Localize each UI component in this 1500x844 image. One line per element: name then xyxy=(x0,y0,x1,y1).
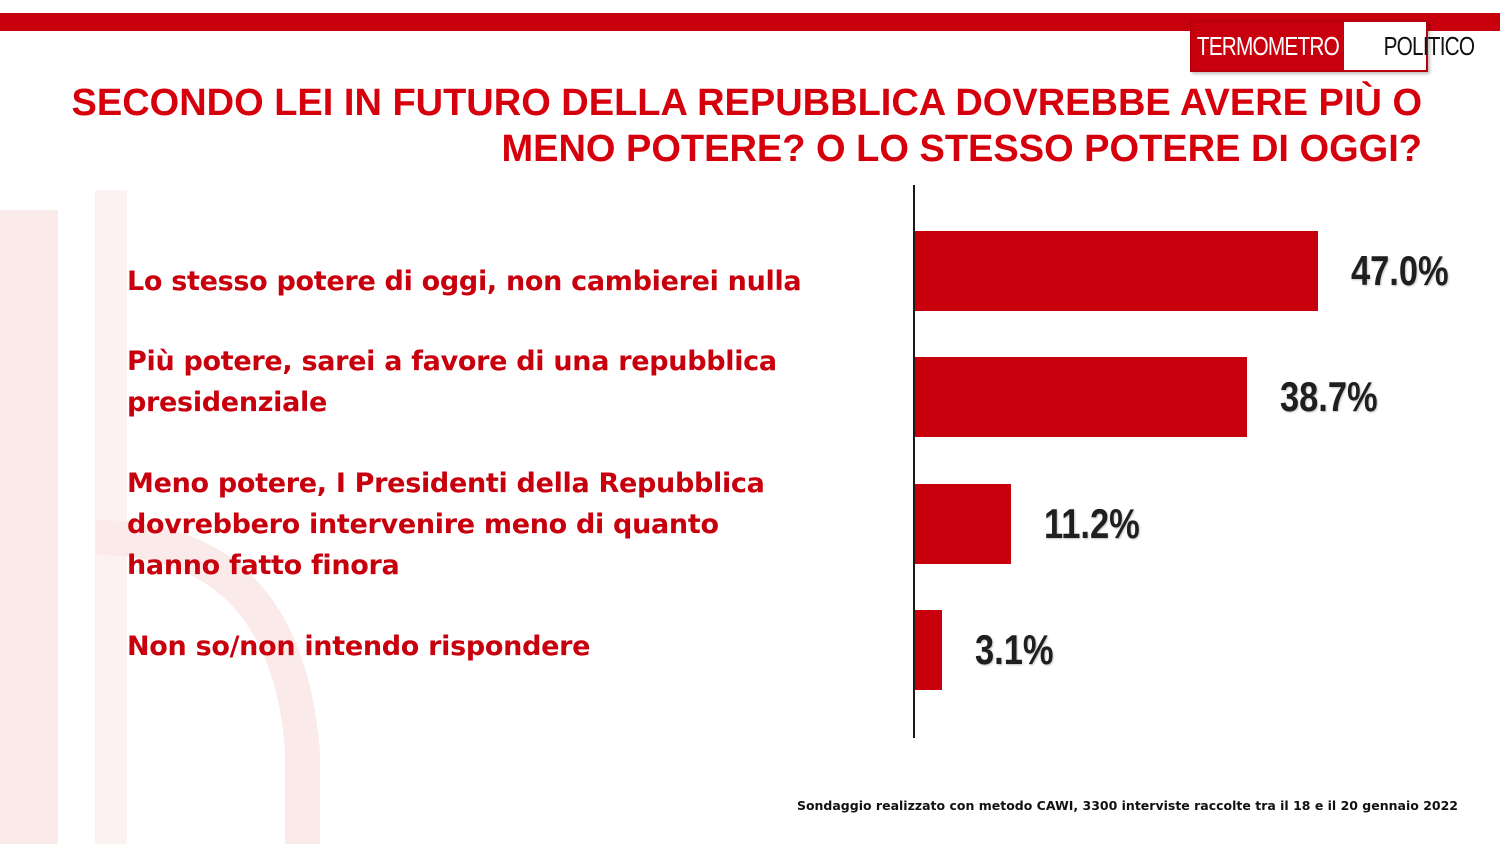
logo-part-politico: POLITICO xyxy=(1383,30,1475,61)
value-label-4: 3.1% xyxy=(975,626,1054,673)
chart-axis-line xyxy=(913,185,915,738)
value-label-2: 38.7% xyxy=(1280,373,1378,420)
bar-2 xyxy=(915,357,1247,437)
termometro-politico-logo: TERMOMETRO POLITICO xyxy=(1190,20,1475,72)
survey-footnote: Sondaggio realizzato con metodo CAWI, 33… xyxy=(796,798,1458,813)
top-accent-bar xyxy=(0,13,1500,31)
value-label-1: 47.0% xyxy=(1351,247,1449,294)
bar-1 xyxy=(915,231,1318,311)
category-label-4: Non so/non intendo rispondere xyxy=(127,631,591,662)
logo-part-termometro: TERMOMETRO xyxy=(1192,22,1344,70)
bar-3 xyxy=(915,484,1011,564)
chart-title: SECONDO LEI IN FUTURO DELLA REPUBBLICA D… xyxy=(71,82,1422,170)
value-label-3: 11.2% xyxy=(1044,500,1140,547)
category-label-3: Meno potere, I Presidenti della Repubbli… xyxy=(127,468,765,581)
category-label-2: Più potere, sarei a favore di una repubb… xyxy=(127,346,777,418)
category-label-1: Lo stesso potere di oggi, non cambierei … xyxy=(127,266,802,297)
bar-4 xyxy=(915,610,942,690)
